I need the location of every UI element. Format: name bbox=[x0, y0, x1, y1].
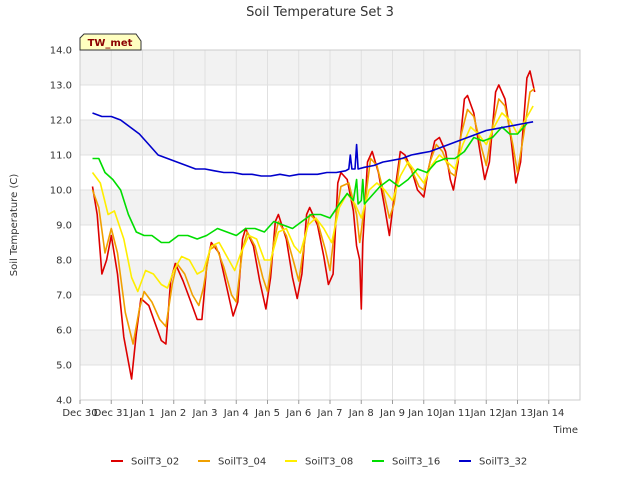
y-tick-label: 5.0 bbox=[56, 361, 72, 372]
legend-label: SoilT3_08 bbox=[305, 457, 353, 468]
y-axis: 4.0 5.0 6.0 7.0 8.0 9.0 10.0 11.0 12.0 13.0 14.0 bbox=[50, 46, 72, 407]
x-tick-label: Jan 10 bbox=[407, 408, 439, 419]
x-tick-label: Jan 13 bbox=[501, 408, 533, 419]
series-line-soilt3_32 bbox=[92, 112, 534, 177]
series-line-soilt3_04 bbox=[91, 87, 536, 345]
series-layer bbox=[91, 70, 536, 380]
series-line-soilt3_08 bbox=[91, 105, 534, 293]
x-tick-label: Jan 5 bbox=[254, 408, 280, 419]
station-badge-label: TW_met bbox=[88, 38, 133, 49]
x-tick-label: Jan 9 bbox=[379, 408, 405, 419]
y-tick-label: 13.0 bbox=[50, 81, 72, 92]
x-tick-label: Jan 11 bbox=[438, 408, 470, 419]
x-tick-label: Jan 2 bbox=[160, 408, 186, 419]
x-tick-label: Dec 31 bbox=[94, 408, 129, 419]
y-tick-label: 8.0 bbox=[56, 256, 72, 267]
legend-item-soilt3_08: SoilT3_08 bbox=[285, 457, 353, 468]
x-tick-label: Jan 14 bbox=[532, 408, 564, 419]
chart-title: Soil Temperature Set 3 bbox=[246, 5, 394, 20]
x-tick-label: Jan 12 bbox=[470, 408, 502, 419]
legend: SoilT3_02 SoilT3_04 SoilT3_08 SoilT3_16 Soil… bbox=[111, 457, 527, 468]
x-axis-title: Time bbox=[553, 425, 578, 436]
x-tick-label: Jan 7 bbox=[317, 408, 343, 419]
legend-item-soilt3_02: SoilT3_02 bbox=[111, 457, 179, 468]
x-tick-label: Dec 30 bbox=[62, 408, 97, 419]
legend-item-soilt3_16: SoilT3_16 bbox=[372, 457, 440, 468]
y-tick-label: 6.0 bbox=[56, 326, 72, 337]
legend-label: SoilT3_04 bbox=[218, 457, 266, 468]
x-tick-label: Jan 8 bbox=[348, 408, 374, 419]
y-tick-label: 9.0 bbox=[56, 221, 72, 232]
legend-label: SoilT3_02 bbox=[131, 457, 179, 468]
y-tick-label: 12.0 bbox=[50, 116, 72, 127]
station-badge-box bbox=[79, 33, 142, 51]
y-axis-title: Soil Temperature (C) bbox=[9, 174, 20, 277]
legend-label: SoilT3_32 bbox=[479, 457, 527, 468]
y-tick-label: 7.0 bbox=[56, 291, 72, 302]
y-tick-label: 14.0 bbox=[50, 46, 72, 57]
station-badge: TW_met bbox=[79, 33, 142, 51]
series-line-soilt3_16 bbox=[92, 122, 528, 244]
x-tick-label: Jan 1 bbox=[129, 408, 155, 419]
x-tick-label: Jan 6 bbox=[285, 408, 311, 419]
legend-item-soilt3_04: SoilT3_04 bbox=[198, 457, 266, 468]
x-tick-label: Jan 3 bbox=[192, 408, 218, 419]
y-tick-label: 4.0 bbox=[56, 396, 72, 407]
x-tick-label: Jan 4 bbox=[223, 408, 249, 419]
legend-label: SoilT3_16 bbox=[392, 457, 440, 468]
y-tick-label: 11.0 bbox=[50, 151, 72, 162]
legend-item-soilt3_32: SoilT3_32 bbox=[459, 457, 527, 468]
y-tick-label: 10.0 bbox=[50, 186, 72, 197]
